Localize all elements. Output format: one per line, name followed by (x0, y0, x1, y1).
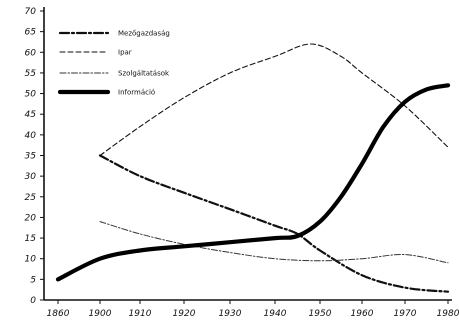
legend-label-mezogazdasag: Mezőgazdaság (118, 29, 170, 38)
legend: Mezőgazdaság Ipar Szolgáltatások Információ (57, 29, 170, 97)
y-tick-label: 20 (25, 213, 37, 223)
y-tick-label: 65 (25, 28, 37, 38)
x-tick-label: 1860 (47, 309, 70, 319)
y-tick-label: 55 (25, 69, 37, 79)
y-tick-label: 40 (25, 131, 37, 141)
x-tick-label: 1900 (89, 309, 112, 319)
y-tick-label: 50 (25, 90, 37, 100)
x-tick-label: 1960 (351, 309, 374, 319)
series-line-informacio (55, 83, 451, 282)
series-line-ipar (99, 43, 449, 157)
y-tick-label: 30 (25, 172, 37, 182)
x-tick-label: 1980 (437, 309, 459, 319)
y-tick-label: 60 (25, 48, 37, 58)
y-tick-label: 15 (25, 234, 37, 244)
y-tick-label: 25 (25, 193, 37, 203)
x-tick-label: 1940 (264, 309, 287, 319)
series-line-mezogazdasag (98, 154, 450, 293)
y-tick-label: 5 (30, 275, 36, 285)
series-line-szolgaltatasok (99, 221, 449, 264)
legend-label-informacio: Információ (118, 89, 155, 97)
x-tick-label: 1920 (173, 309, 196, 319)
y-tick-label: 10 (25, 255, 37, 265)
x-tick-label: 1910 (129, 309, 152, 319)
y-tick-label: 45 (25, 110, 37, 120)
x-tick-label: 1950 (309, 309, 332, 319)
x-tick-label: 1970 (394, 309, 417, 319)
legend-label-szolgaltatasok: Szolgáltatások (118, 70, 170, 78)
y-tick-label: 0 (30, 296, 36, 306)
legend-label-ipar: Ipar (118, 49, 132, 57)
series-layer (55, 43, 451, 293)
y-tick-label: 35 (25, 152, 37, 162)
axes: 0 5 10 15 20 25 30 35 40 45 50 55 60 65 70 1860 1900 1910… (25, 7, 459, 319)
x-tick-label: 1930 (219, 309, 242, 319)
y-tick-label: 70 (25, 7, 37, 17)
